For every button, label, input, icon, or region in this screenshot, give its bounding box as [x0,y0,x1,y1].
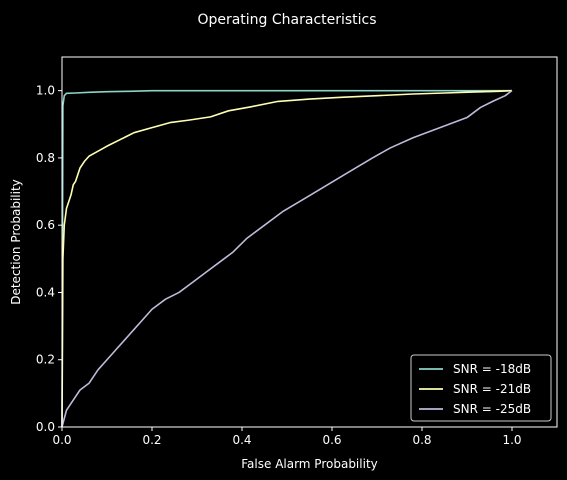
series-line-0 [61,89,512,428]
x-axis-ticks: 0.0 0.2 0.4 0.6 0.8 1.0 [52,427,522,447]
x-axis-label: False Alarm Probability [241,457,378,471]
y-tick-label: 0.8 [36,151,55,165]
x-tick-label: 0.8 [412,433,431,447]
y-axis-label: Detection Probability [9,179,23,305]
legend-label-2: SNR = -25dB [453,402,531,416]
chart-title: Operating Characteristics [197,12,376,28]
x-tick-label: 0.6 [322,433,341,447]
x-tick-label: 1.0 [502,433,521,447]
series-line-1 [61,89,513,428]
x-tick-label: 0.0 [52,433,71,447]
x-tick-label: 0.2 [142,433,161,447]
y-axis-ticks: 0.0 0.2 0.4 0.6 0.8 1.0 [36,84,62,434]
plot-area [61,89,513,428]
x-tick-label: 0.4 [232,433,251,447]
legend-box [410,354,552,422]
series-line-2 [61,89,513,428]
y-tick-label: 1.0 [36,84,55,98]
chart-legend: SNR = -18dB SNR = -21dB SNR = -25dB [410,354,552,422]
legend-label-1: SNR = -21dB [453,382,531,396]
y-tick-label: 0.4 [36,285,55,299]
legend-label-0: SNR = -18dB [453,362,531,376]
plot-frame [61,56,558,428]
y-tick-label: 0.2 [36,353,55,367]
y-tick-label: 0.6 [36,218,55,232]
y-tick-label: 0.0 [36,420,55,434]
